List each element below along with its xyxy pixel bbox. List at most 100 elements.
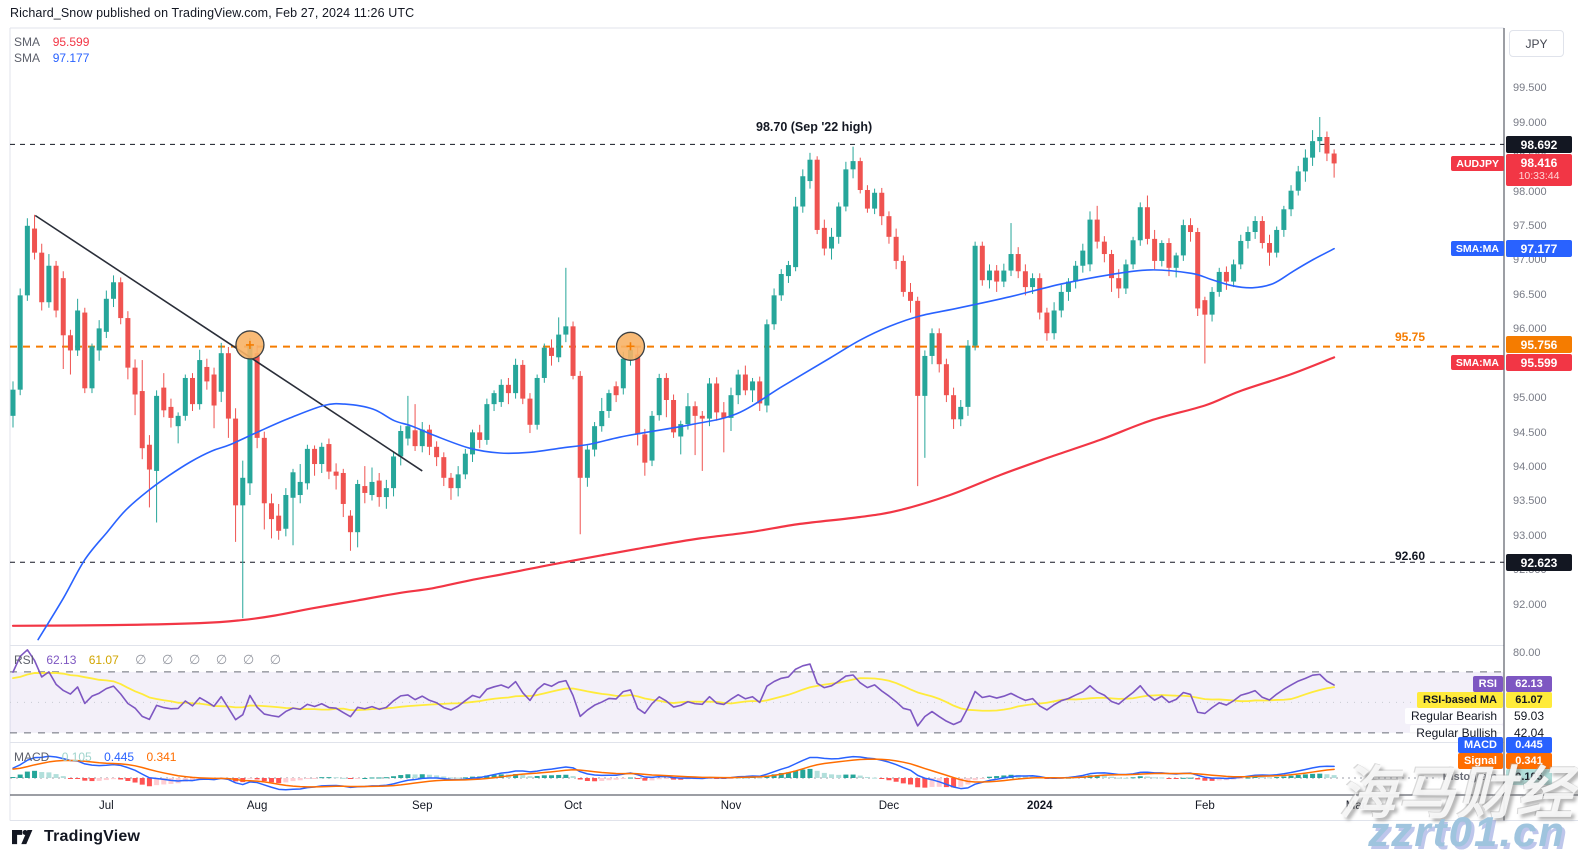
price-axis-tick: 96.000 [1513, 323, 1547, 336]
candle-body [355, 483, 361, 533]
candle-body [276, 515, 282, 531]
candle-body [89, 346, 95, 389]
macd-histogram-bar [412, 774, 418, 778]
time-axis-label-Mar: Mar [1345, 800, 1366, 812]
indicator-value-label: 62.13 [1506, 676, 1552, 692]
macd-histogram-bar [1267, 777, 1272, 779]
candle-body [979, 245, 985, 281]
candle-body [1324, 136, 1330, 154]
macd-histogram-bar [391, 776, 397, 778]
macd-histogram-bar [785, 772, 791, 778]
candle-body [254, 353, 260, 438]
price-label-hline-low: 92.623 [1506, 554, 1572, 571]
candle-body [441, 457, 447, 478]
macd-histogram-bar [778, 773, 784, 778]
candle-body [240, 477, 246, 506]
candle-body [319, 446, 325, 465]
indicator-name-label: MACD [1458, 737, 1503, 753]
legend-sma-fast[interactable]: SMA 97.177 [14, 51, 89, 65]
candle-body [1259, 220, 1265, 244]
macd-histogram-bar [671, 778, 677, 780]
macd-histogram-bar [1281, 776, 1287, 778]
candle-body [247, 344, 253, 484]
candle-body [735, 374, 741, 396]
candle-body [362, 486, 368, 493]
candle-body [419, 429, 425, 447]
candle-body [549, 347, 554, 356]
macd-histogram-bar [96, 778, 102, 781]
rsi-legend-value: 62.13 [46, 653, 77, 667]
macd-histogram-bar [829, 774, 835, 778]
macd-histogram-bar [814, 770, 820, 778]
macd-histogram-bar [190, 778, 195, 782]
legend-sma-slow[interactable]: SMA 95.599 [14, 35, 89, 49]
candle-body [391, 456, 397, 489]
time-axis-label-Feb: Feb [1194, 800, 1215, 812]
macd-histogram-bar [534, 775, 540, 778]
trendline-drawing [34, 214, 423, 472]
macd-histogram-bar [513, 774, 519, 778]
macd-histogram-bar [441, 776, 447, 778]
macd-histogram-bar [53, 774, 59, 778]
macd-histogram-bar [1216, 778, 1222, 781]
candle-body [1252, 220, 1258, 233]
candle-body [53, 265, 59, 311]
macd-pane-layer [10, 755, 1504, 791]
candle-body [39, 252, 45, 303]
price-axis-tick: 92.000 [1513, 598, 1547, 611]
macd-histogram-bar [67, 778, 73, 779]
macd-histogram-bar [1188, 777, 1194, 779]
candle-body [656, 377, 662, 416]
candle-body [111, 282, 117, 299]
candle-body [556, 334, 562, 358]
candle-body [527, 398, 533, 425]
macd-histogram-bar [340, 777, 346, 779]
macd-histogram-bar [283, 778, 289, 783]
time-axis-label-Oct: Oct [564, 800, 582, 812]
candle-body [1166, 243, 1172, 268]
watermark-domain: zzrt01.cn [1368, 808, 1566, 855]
macd-histogram-bar [994, 776, 1000, 778]
candle-body [312, 448, 318, 465]
candle-body [211, 374, 217, 406]
candle-body [1152, 238, 1158, 261]
indicator-name-label: RSI-based MA [1417, 692, 1503, 709]
macd-histogram-bar [247, 778, 253, 780]
tradingview-brand-text: TradingView [44, 828, 141, 845]
tradingview-attribution[interactable]: TradingView [12, 828, 140, 846]
price-axis-tick: 96.500 [1513, 288, 1547, 301]
candle-body [333, 471, 339, 476]
macd-histogram-bar [1302, 774, 1308, 778]
macd-histogram-bar [821, 772, 827, 778]
macd-histogram-bar [1022, 775, 1028, 778]
time-axis-label-Aug: Aug [246, 800, 268, 812]
macd-histogram-bar [1109, 776, 1115, 778]
indicator-value-label: 59.03 [1506, 708, 1552, 725]
macd-histogram-bar [455, 777, 461, 779]
time-axis-label-Sep: Sep [412, 800, 433, 812]
macd-histogram-bar [958, 778, 964, 787]
macd-histogram-bar [426, 774, 432, 778]
indicator-name-label: RSI [1472, 676, 1503, 692]
candle-body [613, 386, 619, 396]
macd-histogram-bar [398, 775, 404, 778]
watermark-cjk: 海马财经 [1339, 762, 1575, 826]
candle-body [218, 353, 224, 392]
macd-histogram-bar [1137, 776, 1143, 778]
currency-toggle-button[interactable]: JPY [1509, 30, 1564, 57]
candle-body [1188, 225, 1194, 233]
candle-body [448, 477, 454, 489]
macd-legend[interactable]: MACD 0.105 0.445 0.341 [14, 750, 176, 764]
candle-body [60, 278, 66, 336]
macd-histogram-bar [943, 778, 949, 788]
candle-body [814, 159, 820, 230]
candle-body [1037, 278, 1043, 313]
macd-histogram-bar [1252, 776, 1258, 778]
macd-histogram-bar [118, 778, 124, 780]
rsi-legend[interactable]: RSI 62.13 61.07 ∅ ∅ ∅ ∅ ∅ ∅ [14, 652, 287, 668]
candle-body [994, 270, 1000, 282]
candle-body [606, 393, 612, 412]
macd-histogram-bar [1238, 778, 1244, 779]
candle-body [405, 426, 411, 439]
